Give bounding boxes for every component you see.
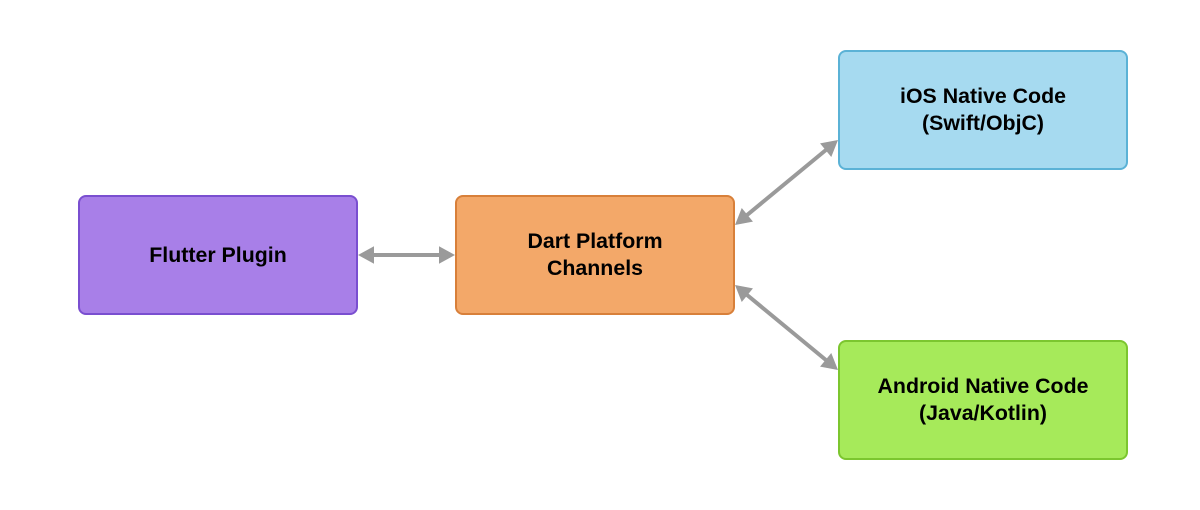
diagram-canvas: Flutter Plugin Dart Platform Channels iO…	[0, 0, 1200, 510]
node-dart-platform-channels: Dart Platform Channels	[455, 195, 735, 315]
node-ios-native: iOS Native Code (Swift/ObjC)	[838, 50, 1128, 170]
node-label: iOS Native Code (Swift/ObjC)	[900, 83, 1066, 136]
node-flutter-plugin: Flutter Plugin	[78, 195, 358, 315]
node-label: Android Native Code (Java/Kotlin)	[878, 373, 1089, 426]
node-android-native: Android Native Code (Java/Kotlin)	[838, 340, 1128, 460]
node-label: Flutter Plugin	[149, 242, 286, 269]
node-label: Dart Platform Channels	[527, 228, 662, 281]
